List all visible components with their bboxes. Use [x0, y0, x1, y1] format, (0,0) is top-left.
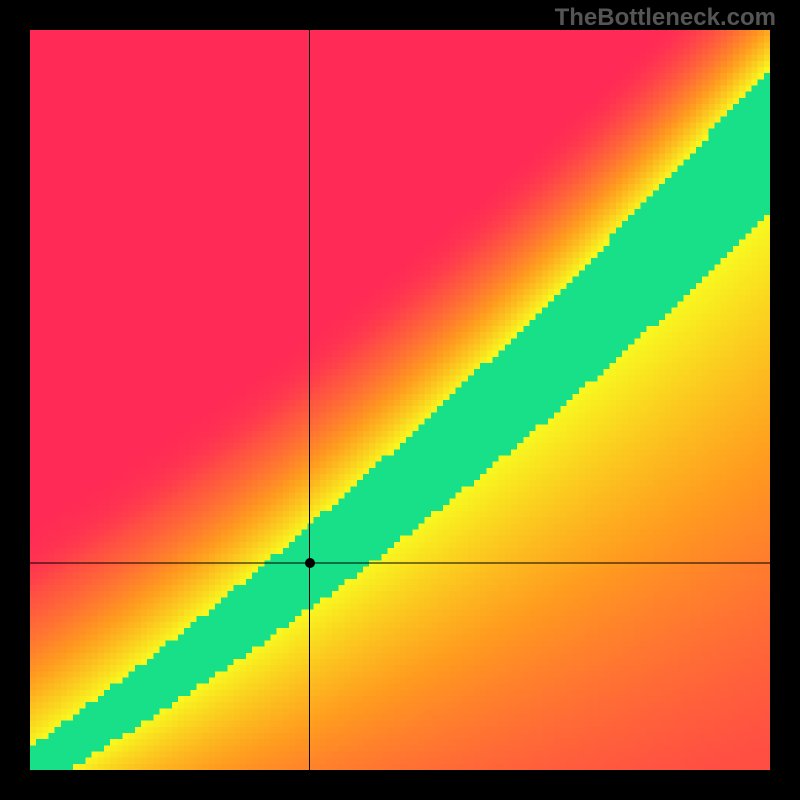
bottleneck-heatmap	[30, 30, 770, 770]
watermark-text: TheBottleneck.com	[555, 4, 776, 32]
chart-container: TheBottleneck.com	[0, 0, 800, 800]
